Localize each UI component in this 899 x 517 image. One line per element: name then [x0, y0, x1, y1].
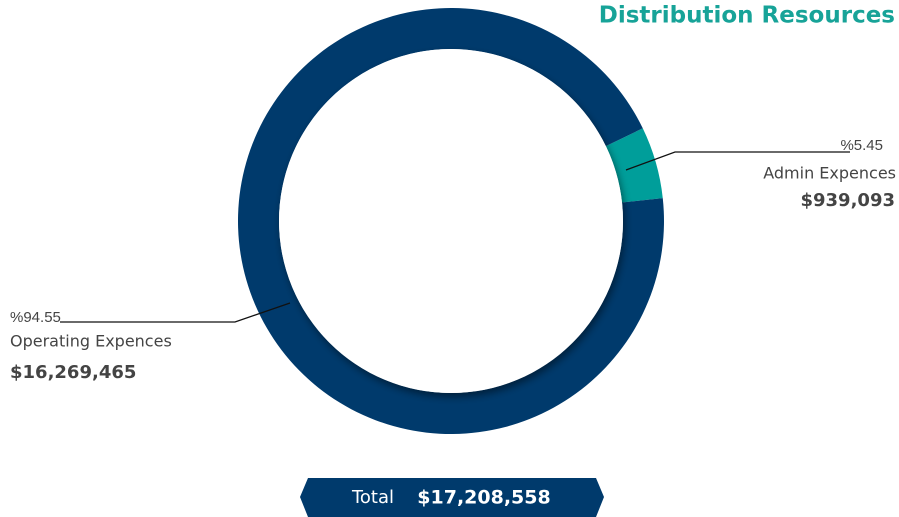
percent-label: %94.55	[10, 309, 61, 326]
category-label: Operating Expences	[10, 332, 172, 351]
total-value: $17,208,558	[417, 487, 550, 509]
donut-hole	[279, 49, 623, 393]
total-banner	[300, 478, 604, 517]
chart-title: Distribution Resources	[599, 3, 895, 29]
total-label: Total	[351, 487, 394, 508]
amount-label: $939,093	[800, 190, 895, 211]
percent-label: %5.45	[840, 137, 883, 154]
amount-label: $16,269,465	[10, 362, 136, 383]
donut	[237, 7, 665, 434]
category-label: Admin Expences	[763, 164, 896, 183]
leader-line	[625, 151, 850, 171]
leader-line	[60, 302, 291, 323]
donut-slice	[605, 128, 663, 203]
